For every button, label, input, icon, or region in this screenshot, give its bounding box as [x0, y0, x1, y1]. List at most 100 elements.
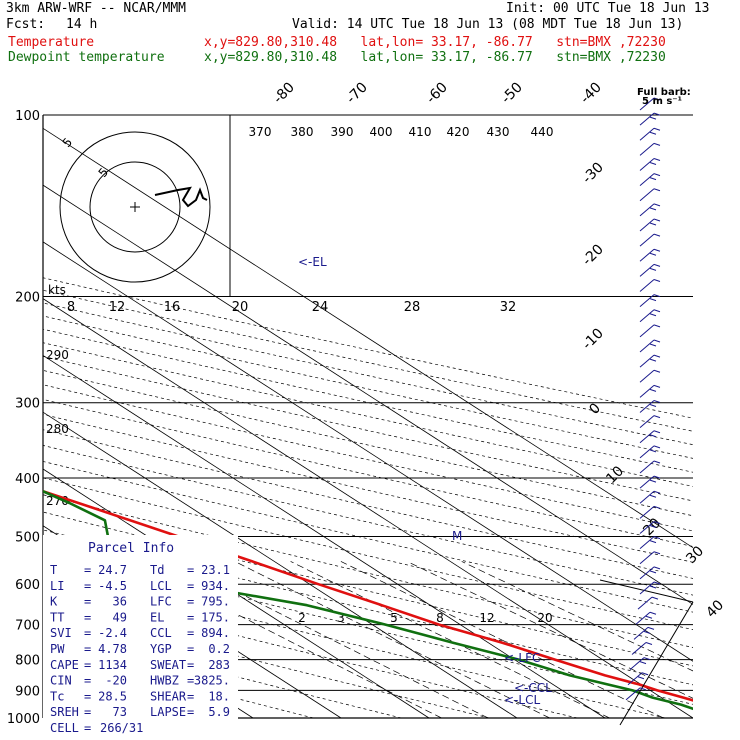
- parcel-info-cell: 5.9: [208, 705, 230, 719]
- wind-barb: [639, 142, 655, 156]
- parcel-info-cell: =: [187, 674, 194, 688]
- mixing-ratio-line: [406, 561, 693, 699]
- wind-barb: [639, 263, 655, 277]
- parcel-info-cell: 795.: [201, 595, 230, 609]
- wind-barb-flag: [649, 404, 657, 407]
- mixing-ratio-label: 20: [537, 611, 552, 625]
- wind-barb-flag: [649, 313, 657, 317]
- dry-adiabat-line: [43, 289, 693, 432]
- theta-e-label: 370: [249, 125, 272, 139]
- parcel-info-cell: Td: [150, 563, 164, 577]
- pressure-tick-label: 500: [15, 530, 40, 545]
- wind-barb: [631, 642, 647, 655]
- wind-barb: [639, 369, 655, 383]
- wind-barb: [639, 218, 655, 232]
- wind-barb-flag: [653, 505, 661, 509]
- barb-panel-edge: [599, 579, 694, 603]
- wind-barb: [639, 97, 655, 111]
- wind-barb-flag: [653, 415, 661, 419]
- wind-barb-flag: [653, 97, 661, 101]
- wind-barb-flag: [651, 596, 659, 600]
- isotherm-label: -20: [579, 241, 606, 268]
- parcel-info-cell: =: [84, 595, 91, 609]
- dry-adiabat-line: [43, 494, 693, 648]
- parcel-info-cell: TT: [50, 610, 64, 624]
- parcel-info-cell: =: [84, 563, 91, 577]
- parcel-info-cell: =: [84, 626, 91, 640]
- mixing-ratio-line: [340, 561, 664, 719]
- parcel-info-box: Parcel Info T = 24.7 Td = 23.1 LI = -4.5 LCL = 934. K…: [43, 535, 238, 735]
- wind-barb: [639, 566, 655, 580]
- wind-barb-flag: [645, 642, 653, 645]
- wind-barb: [639, 475, 655, 489]
- theta-label: 290: [46, 348, 69, 362]
- isotherm-label: 30: [683, 543, 707, 567]
- wind-barb-flag: [647, 626, 655, 630]
- parcel-info-cell: 36: [113, 595, 127, 609]
- parcel-info-cell: =: [84, 674, 91, 688]
- wind-barb-flag: [649, 267, 657, 271]
- parcel-info-cell: =: [187, 563, 194, 577]
- wind-barb-flag: [653, 581, 661, 585]
- parcel-info-cell: PW: [50, 642, 65, 656]
- parcel-info-cell: 266/31: [100, 721, 143, 735]
- wind-barb-flag: [637, 676, 645, 680]
- wind-barb: [639, 536, 655, 550]
- wind-barb: [639, 233, 655, 247]
- wind-barb: [639, 248, 655, 262]
- wind-barb-flag: [649, 358, 657, 362]
- mixing-ratio-label: 12: [479, 611, 494, 625]
- parcel-info-cell: 283: [208, 658, 230, 672]
- parcel-info-cell: 894.: [201, 626, 230, 640]
- parcel-info-cell: SHEAR: [150, 689, 187, 703]
- wind-barb-flag: [653, 521, 661, 524]
- mixing-ratio-label: 2: [298, 611, 306, 625]
- dry-adiabat-line: [43, 342, 693, 487]
- parcel-info-cell: -20: [105, 674, 127, 688]
- wind-barb-flag: [649, 570, 657, 574]
- parcel-info-cell: =: [187, 579, 194, 593]
- mixing-ratio-line: [133, 561, 442, 719]
- wind-barb-flag: [649, 525, 657, 528]
- isotherm-label: -30: [579, 159, 606, 186]
- pressure-tick-label: 900: [15, 684, 40, 699]
- wind-barb: [639, 309, 655, 323]
- parcel-info-cell: 1134: [98, 658, 127, 672]
- parcel-info-cell: =: [187, 610, 194, 624]
- wind-barb-flag: [653, 400, 661, 403]
- wind-barb-flag: [639, 687, 647, 691]
- parcel-info-cell: 3825.: [194, 674, 230, 688]
- dewpoint-location: x,y=829.80,310.48 lat,lon= 33.17, -86.77…: [204, 50, 666, 65]
- wind-barb-flag: [649, 298, 657, 302]
- pressure-tick-label: 1000: [7, 712, 40, 727]
- wind-barb: [639, 112, 655, 126]
- wind-barb: [639, 460, 655, 474]
- parcel-info-cell: =: [84, 610, 91, 624]
- parcel-info-cell: 934.: [201, 579, 230, 593]
- wind-barb-flag: [653, 430, 661, 434]
- isotherm-label: -80: [270, 79, 297, 106]
- wind-barb-flag: [649, 177, 657, 181]
- wind-barb-flag: [649, 434, 657, 438]
- parcel-info-cell: 175.: [201, 610, 230, 624]
- speed-scale-label: 24: [312, 300, 329, 315]
- parcel-info-cell: =: [187, 626, 194, 640]
- parcel-info-cell: =: [187, 642, 194, 656]
- wind-barb: [639, 203, 655, 217]
- parcel-info-cell: =: [187, 595, 194, 609]
- wind-barb: [639, 505, 655, 519]
- speed-scale-label: 32: [500, 300, 517, 315]
- isotherm-line: [43, 184, 693, 605]
- wind-barb-flag: [653, 158, 661, 161]
- parcel-info-cell: 73: [113, 705, 127, 719]
- dry-adiabat-line: [43, 429, 693, 579]
- wind-barbs: Full barb:5 m s⁻¹: [599, 87, 694, 726]
- parcel-info-cell: -2.4: [98, 626, 127, 640]
- level-annotation: <-EL: [298, 255, 327, 269]
- wind-barb-flag: [653, 384, 661, 388]
- parcel-info-cell: =: [84, 579, 91, 593]
- wind-barb: [639, 400, 655, 413]
- wind-barb: [637, 596, 653, 610]
- temperature-legend: Temperature: [8, 35, 95, 50]
